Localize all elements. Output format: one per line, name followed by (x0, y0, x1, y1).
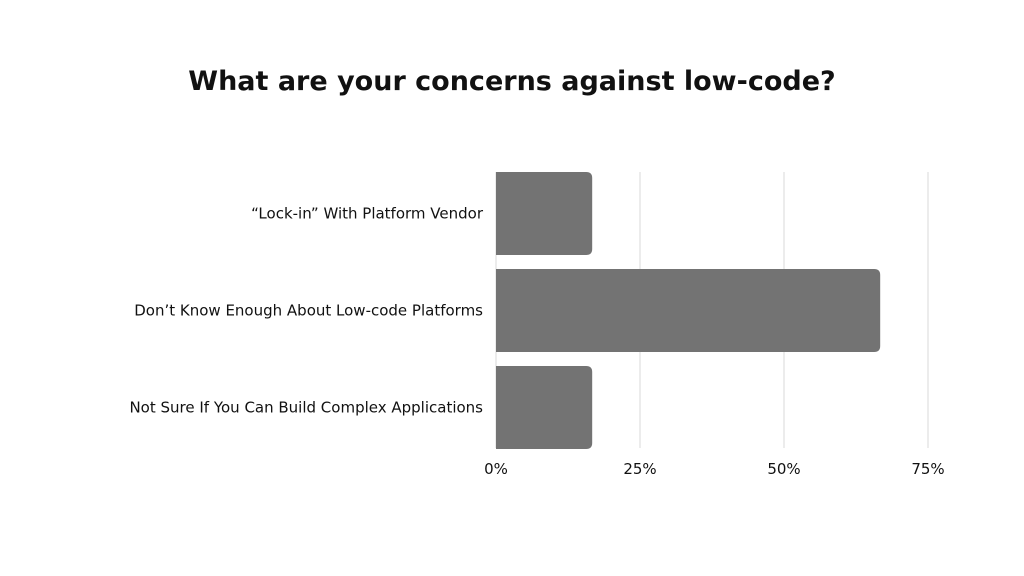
x-tick-label: 50% (767, 460, 800, 478)
x-tick-label: 0% (484, 460, 508, 478)
chart-title: What are your concerns against low-code? (188, 66, 836, 97)
bar (496, 269, 881, 352)
category-label: Don’t Know Enough About Low-code Platfor… (134, 302, 483, 320)
x-tick-label: 25% (623, 460, 656, 478)
bar (496, 172, 593, 255)
bar (496, 366, 593, 449)
category-label: Not Sure If You Can Build Complex Applic… (129, 399, 483, 417)
category-label: “Lock-in” With Platform Vendor (251, 205, 484, 223)
x-tick-label: 75% (911, 460, 944, 478)
